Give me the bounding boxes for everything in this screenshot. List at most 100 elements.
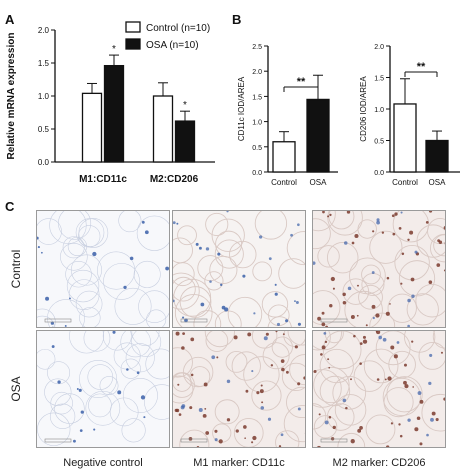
stained-nucleus: [174, 408, 178, 412]
significance-mark: *: [112, 44, 116, 55]
stained-nucleus: [345, 406, 348, 410]
stained-nucleus: [203, 382, 208, 387]
stained-nucleus: [362, 339, 368, 344]
stained-nucleus: [165, 266, 169, 271]
tissue-image: [313, 211, 445, 327]
stained-nucleus: [242, 274, 246, 278]
adipocyte-outline: [69, 331, 104, 354]
stained-nucleus: [270, 364, 274, 367]
stained-nucleus: [297, 223, 300, 227]
adipocyte-outline: [261, 291, 289, 318]
adipocyte-outline: [313, 331, 331, 351]
y-axis-label: Relative mRNA expression: [6, 33, 17, 160]
y-tick-label: 0.0: [374, 170, 384, 177]
stained-nucleus: [342, 292, 346, 297]
adipocyte-outline: [145, 348, 169, 380]
stained-nucleus: [419, 442, 423, 446]
stained-nucleus: [346, 211, 351, 214]
stained-nucleus: [317, 316, 322, 321]
stained-nucleus: [371, 304, 376, 309]
adipocyte-outline: [136, 215, 169, 251]
adipocyte-outline: [173, 372, 195, 398]
chart-b-cd11c: 0.0 0.5 1.0 1.5 2.0 2.5 CD11c IOD/AREA Control O…: [237, 44, 338, 187]
stained-nucleus: [93, 428, 96, 431]
stained-nucleus: [436, 263, 441, 267]
stained-nucleus: [443, 226, 445, 230]
adipocyte-outline: [211, 218, 245, 252]
y-tick-label: 2.0: [252, 69, 262, 76]
stained-nucleus: [216, 356, 219, 359]
adipocyte-outline: [60, 243, 88, 271]
adipocyte-outline: [204, 331, 235, 348]
stained-nucleus: [407, 418, 411, 422]
stained-nucleus: [251, 370, 254, 373]
stained-nucleus: [376, 220, 380, 225]
adipocyte-outline: [363, 348, 399, 384]
adipocyte-outline: [369, 230, 403, 264]
stained-nucleus: [278, 445, 282, 447]
y-tick-label: 0.0: [252, 170, 262, 177]
stained-nucleus: [376, 218, 380, 222]
stained-nucleus: [443, 397, 445, 401]
adipocyte-outline: [173, 278, 212, 317]
adipocyte-outline: [146, 309, 167, 327]
stained-nucleus: [325, 325, 329, 327]
micrograph-control-cd11c: [172, 210, 306, 328]
stained-nucleus: [297, 407, 301, 411]
adipocyte-outline: [326, 241, 359, 274]
column-label: M1 marker: CD11c: [193, 457, 285, 469]
stained-nucleus: [259, 389, 264, 394]
stained-nucleus: [198, 246, 202, 250]
stained-nucleus: [182, 316, 185, 319]
stained-nucleus: [263, 336, 268, 341]
adipocyte-outline: [227, 296, 263, 327]
stained-nucleus: [411, 340, 414, 343]
stained-nucleus: [285, 370, 289, 374]
stained-nucleus: [394, 212, 398, 216]
adipocyte-outline: [179, 429, 210, 447]
adipocyte-outline: [233, 417, 264, 447]
row-label: Control: [9, 249, 23, 289]
y-tick-label: 0.5: [374, 139, 384, 146]
adipocyte-outline: [231, 351, 261, 381]
stained-nucleus: [414, 250, 418, 254]
adipocyte-outline: [103, 263, 140, 300]
stained-nucleus: [143, 416, 146, 419]
stained-nucleus: [274, 292, 278, 296]
stained-nucleus: [356, 284, 359, 287]
adipocyte-outline: [278, 258, 305, 289]
adipocyte-outline: [383, 387, 414, 418]
adipocyte-outline: [193, 310, 222, 327]
adipocyte-outline: [87, 364, 114, 390]
stained-nucleus: [112, 331, 116, 334]
stained-nucleus: [409, 230, 414, 235]
adipocyte-outline: [54, 393, 85, 424]
x-tick-label: OSA: [310, 178, 328, 187]
adipocyte-outline: [109, 397, 139, 427]
adipocyte-outline: [388, 350, 416, 379]
adipocyte-outline: [62, 236, 85, 259]
stained-nucleus: [209, 280, 212, 283]
adipocyte-outline: [387, 293, 417, 323]
stained-nucleus: [350, 439, 355, 444]
stained-nucleus: [274, 283, 277, 286]
adipocyte-outline: [415, 284, 445, 318]
column-label: M2 marker: CD206: [332, 457, 426, 469]
stained-nucleus: [202, 413, 207, 418]
stained-nucleus: [313, 261, 316, 265]
scale-bar: [320, 438, 348, 443]
stained-nucleus: [280, 433, 284, 437]
stained-nucleus: [245, 389, 249, 393]
adipocyte-outline: [173, 372, 192, 392]
stained-nucleus: [224, 307, 229, 312]
stained-nucleus: [204, 407, 207, 410]
stained-nucleus: [196, 445, 200, 447]
adipocyte-outline: [326, 403, 355, 431]
stained-nucleus: [357, 428, 362, 433]
adipocyte-outline: [313, 331, 343, 351]
stained-nucleus: [295, 300, 299, 304]
stained-nucleus: [371, 271, 375, 274]
adipocyte-outline: [271, 336, 293, 358]
adipocyte-outline: [88, 393, 112, 418]
